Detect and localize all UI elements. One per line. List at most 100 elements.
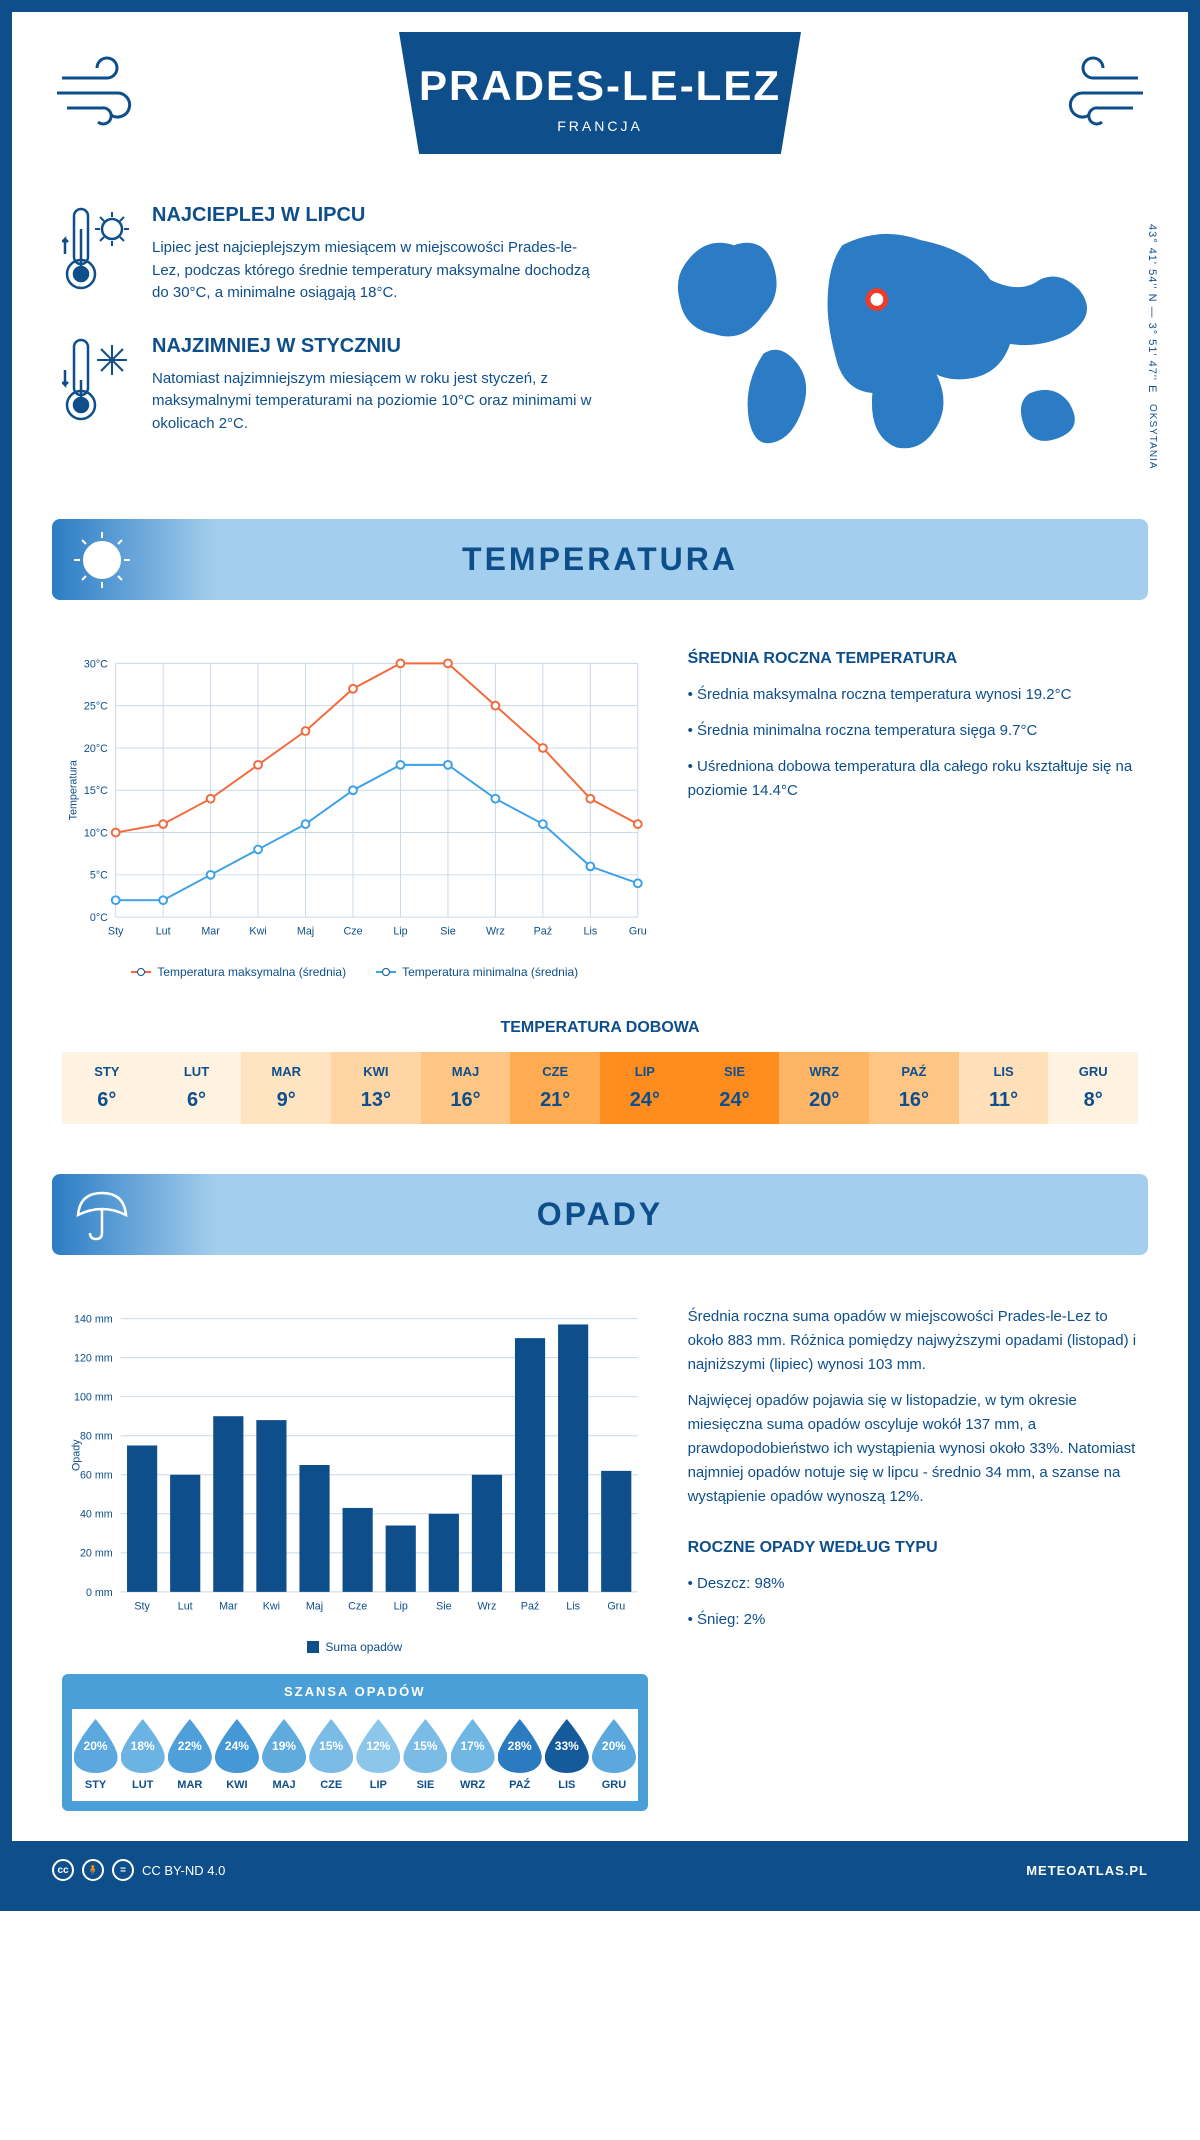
svg-text:Wrz: Wrz xyxy=(486,926,505,938)
map-column: 43° 41' 54'' N — 3° 51' 47'' E OKSYTANIA xyxy=(645,204,1138,469)
svg-text:100 mm: 100 mm xyxy=(74,1392,113,1404)
svg-text:0 mm: 0 mm xyxy=(86,1587,113,1599)
temperature-body: 0°C5°C10°C15°C20°C25°C30°CStyLutMarKwiMa… xyxy=(12,620,1188,1009)
svg-text:Paź: Paź xyxy=(521,1600,539,1612)
daily-temp-table: STY6°LUT6°MAR9°KWI13°MAJ16°CZE21°LIP24°S… xyxy=(62,1052,1138,1124)
temp-cell: MAJ16° xyxy=(421,1052,511,1124)
precipitation-bar-chart: 0 mm20 mm40 mm60 mm80 mm100 mm120 mm140 … xyxy=(62,1305,648,1625)
svg-text:Sie: Sie xyxy=(440,926,456,938)
svg-text:40 mm: 40 mm xyxy=(80,1509,113,1521)
drop: 18%LUT xyxy=(121,1719,165,1791)
svg-text:120 mm: 120 mm xyxy=(74,1353,113,1365)
temp-cell: KWI13° xyxy=(331,1052,421,1124)
title-banner: PRADES-LE-LEZ FRANCJA xyxy=(399,32,801,154)
cc-icon: cc xyxy=(52,1859,74,1881)
thermometer-snow-icon xyxy=(62,335,132,425)
temp-cell: CZE21° xyxy=(510,1052,600,1124)
umbrella-icon xyxy=(72,1185,132,1245)
fact-hot: NAJCIEPLEJ W LIPCU Lipiec jest najcieple… xyxy=(62,204,605,305)
svg-text:Maj: Maj xyxy=(297,926,314,938)
temp-cell: LUT6° xyxy=(152,1052,242,1124)
drop: 19%MAJ xyxy=(262,1719,306,1791)
svg-text:60 mm: 60 mm xyxy=(80,1470,113,1482)
fact-hot-text: NAJCIEPLEJ W LIPCU Lipiec jest najcieple… xyxy=(152,204,605,305)
temp-cell: MAR9° xyxy=(241,1052,331,1124)
svg-text:Sty: Sty xyxy=(108,926,124,938)
type-bullet-0: • Deszcz: 98% xyxy=(688,1572,1138,1596)
legend-max: Temperatura maksymalna (średnia) xyxy=(131,965,346,979)
fact-cold-text: NAJZIMNIEJ W STYCZNIU Natomiast najzimni… xyxy=(152,335,605,436)
svg-text:Opady: Opady xyxy=(71,1439,83,1471)
license: cc 🧍 = CC BY-ND 4.0 xyxy=(52,1859,225,1881)
type-title: ROCZNE OPADY WEDŁUG TYPU xyxy=(688,1539,1138,1557)
svg-text:Kwi: Kwi xyxy=(263,1600,280,1612)
svg-text:80 mm: 80 mm xyxy=(80,1431,113,1443)
svg-text:Kwi: Kwi xyxy=(249,926,266,938)
footer: cc 🧍 = CC BY-ND 4.0 METEOATLAS.PL xyxy=(12,1841,1188,1899)
avg-temp-title: ŚREDNIA ROCZNA TEMPERATURA xyxy=(688,650,1138,668)
drops-row: 20%STY18%LUT22%MAR24%KWI19%MAJ15%CZE12%L… xyxy=(72,1709,638,1801)
daily-temp-title: TEMPERATURA DOBOWA xyxy=(62,1019,1138,1037)
svg-text:10°C: 10°C xyxy=(84,827,108,839)
svg-text:Maj: Maj xyxy=(306,1600,323,1612)
fact-hot-body: Lipiec jest najcieplejszym miesiącem w m… xyxy=(152,237,605,305)
svg-text:Lip: Lip xyxy=(393,926,407,938)
svg-text:Cze: Cze xyxy=(343,926,362,938)
opady-text-column: Średnia roczna suma opadów w miejscowośc… xyxy=(688,1305,1138,1811)
svg-text:Gru: Gru xyxy=(607,1600,625,1612)
by-icon: 🧍 xyxy=(82,1859,104,1881)
nd-icon: = xyxy=(112,1859,134,1881)
temp-cell: STY6° xyxy=(62,1052,152,1124)
temp-cell: PAŹ16° xyxy=(869,1052,959,1124)
page-title: PRADES-LE-LEZ xyxy=(419,62,781,110)
temp-cell: LIP24° xyxy=(600,1052,690,1124)
temp-bullet-2: • Uśredniona dobowa temperatura dla całe… xyxy=(688,755,1138,803)
svg-text:Mar: Mar xyxy=(201,926,220,938)
temperature-line-chart: 0°C5°C10°C15°C20°C25°C30°CStyLutMarKwiMa… xyxy=(62,650,648,950)
svg-text:Temperatura: Temperatura xyxy=(68,760,80,820)
legend-suma: Suma opadów xyxy=(307,1640,402,1654)
svg-text:Mar: Mar xyxy=(219,1600,238,1612)
svg-text:Cze: Cze xyxy=(348,1600,367,1612)
svg-text:Lis: Lis xyxy=(583,926,597,938)
license-text: CC BY-ND 4.0 xyxy=(142,1863,225,1878)
site-name: METEOATLAS.PL xyxy=(1026,1863,1148,1878)
thermometer-sun-icon xyxy=(62,204,132,294)
drop: 24%KWI xyxy=(215,1719,259,1791)
svg-text:Sty: Sty xyxy=(134,1600,150,1612)
fact-hot-title: NAJCIEPLEJ W LIPCU xyxy=(152,204,605,227)
drop: 28%PAŹ xyxy=(498,1719,542,1791)
svg-text:Gru: Gru xyxy=(629,926,647,938)
drop: 17%WRZ xyxy=(451,1719,495,1791)
opady-chart-column: 0 mm20 mm40 mm60 mm80 mm100 mm120 mm140 … xyxy=(62,1305,648,1811)
svg-text:20°C: 20°C xyxy=(84,743,108,755)
svg-text:25°C: 25°C xyxy=(84,701,108,713)
coordinates: 43° 41' 54'' N — 3° 51' 47'' E xyxy=(1146,224,1158,393)
legend-min: Temperatura minimalna (średnia) xyxy=(376,965,578,979)
page-subtitle: FRANCJA xyxy=(419,118,781,134)
wind-icon-right xyxy=(1048,53,1148,133)
fact-cold-title: NAJZIMNIEJ W STYCZNIU xyxy=(152,335,605,358)
svg-text:Wrz: Wrz xyxy=(478,1600,497,1612)
temperature-title: TEMPERATURA xyxy=(52,541,1148,578)
temp-cell: GRU8° xyxy=(1048,1052,1138,1124)
svg-text:Sie: Sie xyxy=(436,1600,452,1612)
drop: 20%STY xyxy=(74,1719,118,1791)
opady-text-2: Najwięcej opadów pojawia się w listopadz… xyxy=(688,1389,1138,1509)
fact-cold-body: Natomiast najzimniejszym miesiącem w rok… xyxy=(152,368,605,436)
daily-temp-section: TEMPERATURA DOBOWA STY6°LUT6°MAR9°KWI13°… xyxy=(12,1009,1188,1154)
svg-text:15°C: 15°C xyxy=(84,785,108,797)
temp-legend: Temperatura maksymalna (średnia) Tempera… xyxy=(62,965,648,979)
svg-text:30°C: 30°C xyxy=(84,658,108,670)
svg-text:0°C: 0°C xyxy=(90,912,108,924)
facts-column: NAJCIEPLEJ W LIPCU Lipiec jest najcieple… xyxy=(62,204,605,469)
temp-cell: WRZ20° xyxy=(779,1052,869,1124)
svg-text:140 mm: 140 mm xyxy=(74,1314,113,1326)
type-bullet-1: • Śnieg: 2% xyxy=(688,1608,1138,1632)
drop: 22%MAR xyxy=(168,1719,212,1791)
sun-icon xyxy=(72,530,132,590)
bar-legend: Suma opadów xyxy=(62,1640,648,1654)
svg-text:Lut: Lut xyxy=(178,1600,193,1612)
svg-text:Paź: Paź xyxy=(534,926,552,938)
temp-cell: LIS11° xyxy=(959,1052,1049,1124)
